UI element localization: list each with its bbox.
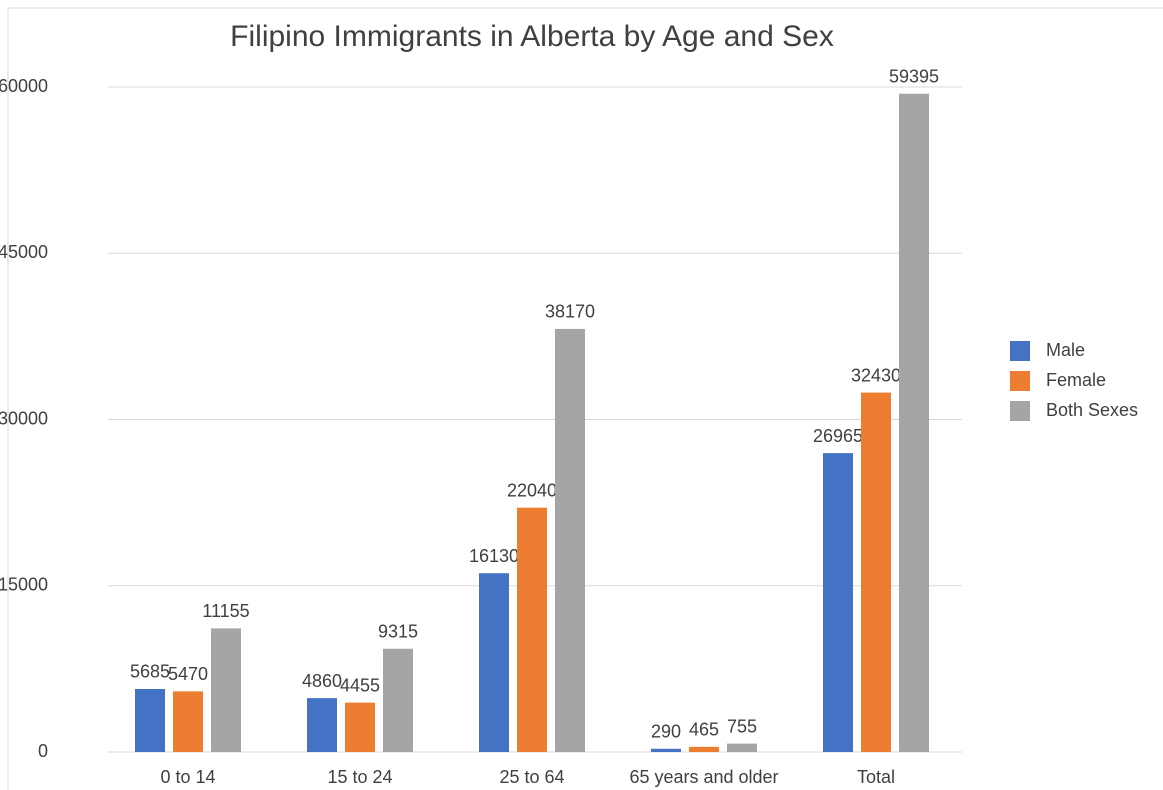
data-label: 5685 [130,662,170,682]
legend-label: Female [1046,370,1106,390]
legend-label: Male [1046,340,1085,360]
bar [689,746,719,752]
data-label: 9315 [378,622,418,642]
x-tick-label: 25 to 64 [499,767,564,787]
data-label: 5470 [168,664,208,684]
bar [899,93,929,752]
y-tick-label: 30000 [0,408,48,428]
legend-swatch [1010,341,1030,361]
data-label: 22040 [507,480,557,500]
bar [823,453,853,752]
y-tick-label: 0 [38,741,48,761]
data-label: 32430 [851,365,901,385]
bar [173,691,203,752]
legend-swatch [1010,371,1030,391]
bar [555,328,585,752]
data-label: 755 [727,716,757,736]
bar [517,507,547,752]
data-label: 465 [689,720,719,740]
data-label: 4455 [340,675,380,695]
chart-title: Filipino Immigrants in Alberta by Age an… [230,20,834,53]
bar [479,573,509,752]
x-tick-label: 15 to 24 [327,767,392,787]
data-label: 38170 [545,302,595,322]
bar [383,648,413,752]
data-label: 59395 [889,66,939,86]
data-label: 26965 [813,426,863,446]
bar [135,688,165,752]
bar [861,392,891,752]
bar [307,698,337,752]
data-label: 290 [651,722,681,742]
legend-swatch [1010,401,1030,421]
y-tick-label: 60000 [0,76,48,96]
x-tick-label: Total [857,767,895,787]
bar [727,743,757,752]
y-tick-label: 45000 [0,242,48,262]
legend-label: Both Sexes [1046,400,1138,420]
data-label: 4860 [302,671,342,691]
bar [211,628,241,752]
x-tick-label: 0 to 14 [160,767,215,787]
x-tick-label: 65 years and older [629,767,778,787]
chart-border [7,7,1163,790]
bar [651,748,681,752]
data-label: 16130 [469,546,519,566]
bar [345,702,375,752]
data-label: 11155 [202,601,249,621]
y-tick-label: 15000 [0,575,48,595]
